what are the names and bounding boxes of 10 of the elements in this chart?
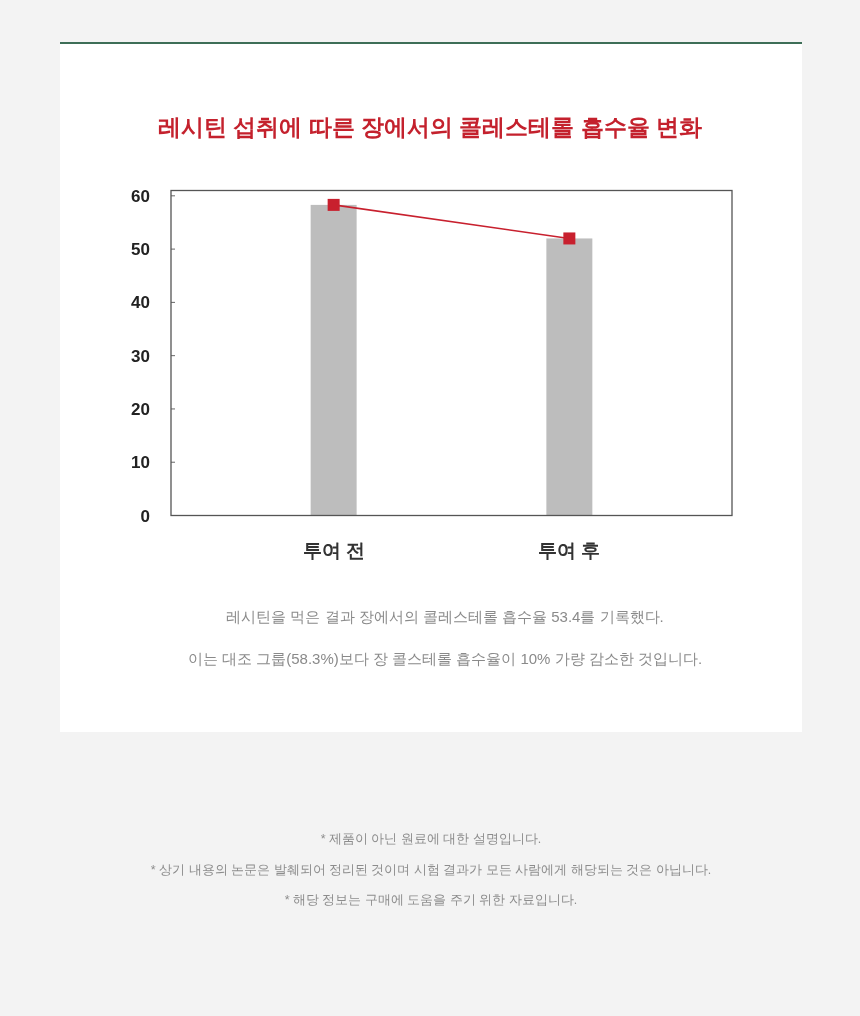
y-tick-label: 50 — [131, 240, 150, 260]
y-tick-label: 20 — [131, 399, 150, 419]
y-tick-label: 10 — [131, 453, 150, 473]
y-tick-label: 40 — [131, 293, 150, 313]
title: 레시틴 섭취에 따른 장에서의 콜레스테롤 흡수율 변화 — [157, 114, 703, 140]
y-tick-label: 0 — [140, 506, 150, 526]
y-tick-label: 30 — [131, 346, 150, 366]
x-tick-label: 투여 후 — [538, 540, 601, 561]
x-tick-label: 투여 전 — [302, 540, 365, 561]
y-tick-label: 60 — [131, 186, 150, 206]
